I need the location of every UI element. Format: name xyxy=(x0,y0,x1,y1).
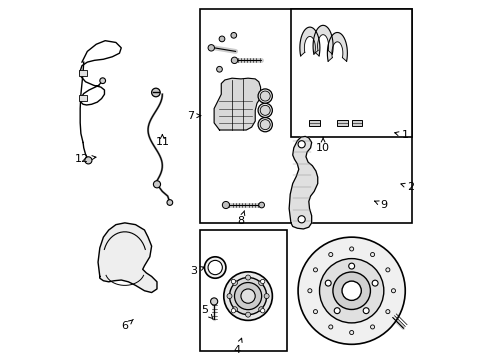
Text: 12: 12 xyxy=(75,154,96,163)
Circle shape xyxy=(328,252,332,257)
Polygon shape xyxy=(214,78,260,130)
Circle shape xyxy=(230,32,236,38)
Bar xyxy=(308,120,319,126)
Circle shape xyxy=(313,268,317,272)
Circle shape xyxy=(298,216,305,223)
Circle shape xyxy=(325,280,330,286)
Circle shape xyxy=(260,120,270,130)
Circle shape xyxy=(100,78,105,84)
Text: 9: 9 xyxy=(374,200,386,210)
Circle shape xyxy=(241,289,255,303)
Polygon shape xyxy=(299,27,319,56)
Circle shape xyxy=(232,280,237,285)
Circle shape xyxy=(210,298,217,305)
Circle shape xyxy=(234,283,261,310)
Circle shape xyxy=(232,307,237,312)
Circle shape xyxy=(328,325,332,329)
Circle shape xyxy=(231,279,235,284)
Bar xyxy=(351,120,362,126)
Circle shape xyxy=(390,289,395,293)
Bar xyxy=(80,95,87,101)
Circle shape xyxy=(258,103,272,117)
Circle shape xyxy=(229,278,266,315)
Circle shape xyxy=(204,257,225,278)
Bar xyxy=(200,9,411,223)
Circle shape xyxy=(245,312,250,317)
Circle shape xyxy=(370,252,374,257)
Circle shape xyxy=(151,88,160,97)
Polygon shape xyxy=(326,32,346,61)
Polygon shape xyxy=(312,25,332,54)
Circle shape xyxy=(260,105,270,115)
Circle shape xyxy=(84,157,92,164)
Circle shape xyxy=(385,268,389,272)
Circle shape xyxy=(370,325,374,329)
Polygon shape xyxy=(288,136,317,229)
Circle shape xyxy=(245,275,250,280)
Circle shape xyxy=(385,310,389,314)
Circle shape xyxy=(258,202,264,208)
Circle shape xyxy=(260,279,264,284)
Bar xyxy=(337,120,347,126)
Polygon shape xyxy=(98,223,157,293)
Circle shape xyxy=(341,281,361,300)
Circle shape xyxy=(231,57,237,64)
Circle shape xyxy=(258,117,272,132)
Circle shape xyxy=(153,181,160,188)
Circle shape xyxy=(226,294,231,298)
Circle shape xyxy=(260,91,270,101)
Text: 3: 3 xyxy=(190,266,204,276)
Circle shape xyxy=(231,309,235,313)
Text: 5: 5 xyxy=(201,305,213,319)
Circle shape xyxy=(298,237,405,344)
Text: 7: 7 xyxy=(187,111,200,121)
Circle shape xyxy=(313,310,317,314)
Circle shape xyxy=(222,202,229,208)
Circle shape xyxy=(219,36,224,42)
Circle shape xyxy=(224,272,272,320)
Circle shape xyxy=(298,141,305,148)
Circle shape xyxy=(264,294,268,298)
Text: 11: 11 xyxy=(155,134,169,148)
Circle shape xyxy=(349,330,353,334)
Circle shape xyxy=(371,280,377,286)
Text: 10: 10 xyxy=(315,137,329,153)
Circle shape xyxy=(363,308,368,314)
Text: 1: 1 xyxy=(394,130,408,140)
Bar xyxy=(200,230,287,351)
Circle shape xyxy=(332,272,370,310)
Circle shape xyxy=(349,247,353,251)
Circle shape xyxy=(207,45,214,51)
Circle shape xyxy=(207,260,222,275)
Text: 4: 4 xyxy=(233,338,242,355)
Circle shape xyxy=(258,89,272,103)
Circle shape xyxy=(216,66,222,72)
Bar xyxy=(290,9,411,137)
Circle shape xyxy=(348,263,354,269)
Text: 8: 8 xyxy=(237,211,244,226)
Circle shape xyxy=(166,200,172,205)
Circle shape xyxy=(334,308,340,314)
Bar xyxy=(80,70,87,76)
Text: 2: 2 xyxy=(400,182,413,192)
Circle shape xyxy=(307,289,311,293)
Text: 6: 6 xyxy=(121,319,133,332)
Circle shape xyxy=(258,307,263,312)
Circle shape xyxy=(258,280,263,285)
Circle shape xyxy=(319,258,383,323)
Circle shape xyxy=(260,309,264,313)
